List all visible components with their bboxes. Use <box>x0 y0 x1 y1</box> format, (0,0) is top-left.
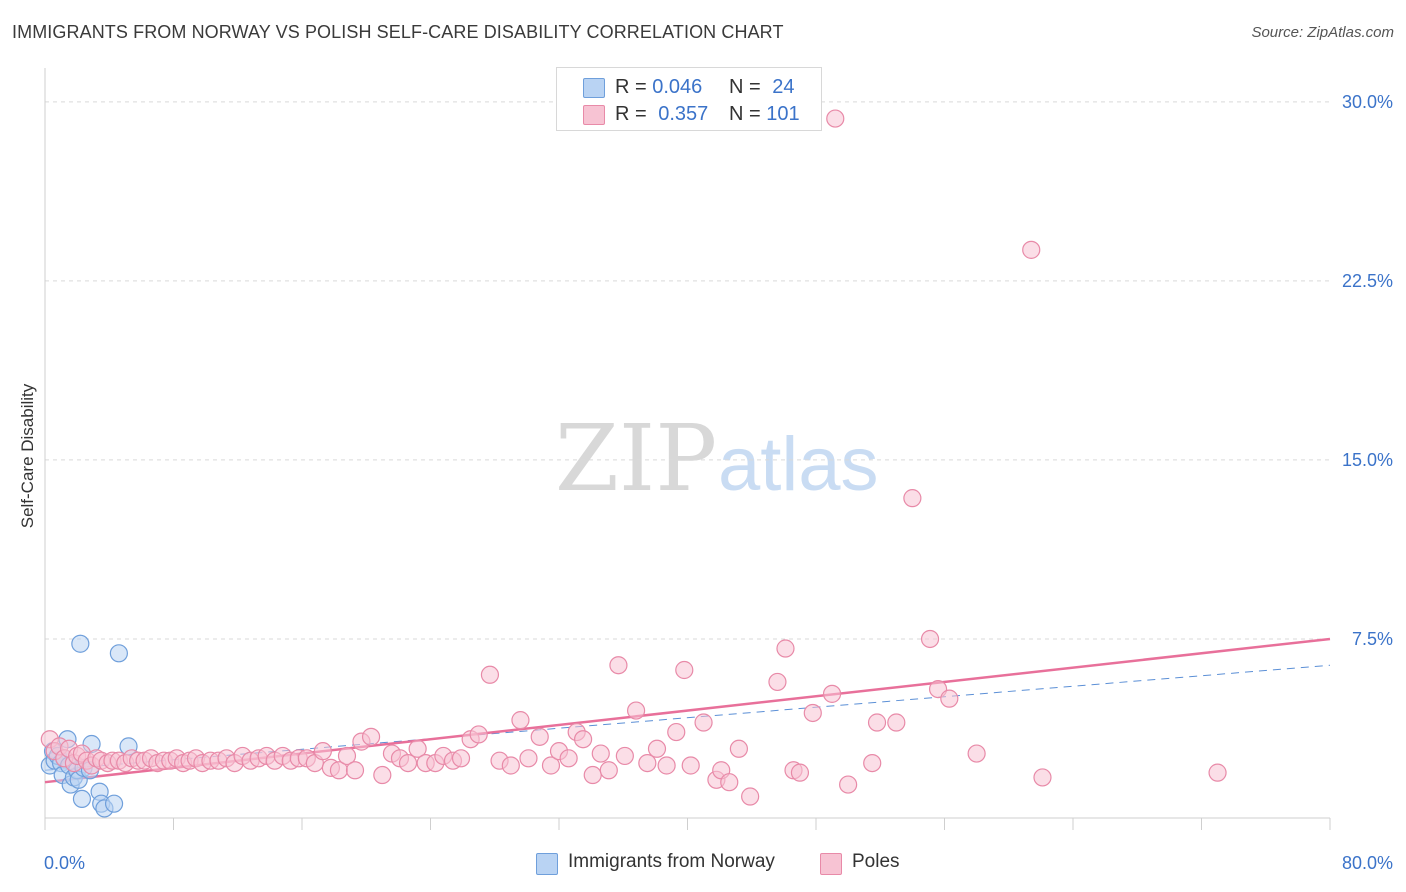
point-poles <box>681 756 700 775</box>
watermark: ZIP atlas <box>555 405 879 512</box>
point-poles <box>887 713 906 732</box>
y-tick-label: 30.0% <box>1342 92 1393 112</box>
y-tick-label: 7.5% <box>1352 629 1393 649</box>
point-norway <box>104 794 124 813</box>
point-poles <box>469 725 488 744</box>
data-points <box>40 109 1227 818</box>
point-poles <box>591 744 610 763</box>
legend-swatch-norway <box>583 78 605 98</box>
point-poles <box>609 656 628 675</box>
point-poles <box>337 746 357 766</box>
point-poles <box>615 746 634 766</box>
watermark-atlas: atlas <box>718 422 879 507</box>
point-poles <box>599 761 618 780</box>
point-poles <box>729 739 749 758</box>
y-axis-label: Self-Care Disability <box>18 383 37 529</box>
bottom-legend-swatch-poles <box>820 853 842 875</box>
bottom-legend-label-norway: Immigrants from Norway <box>568 851 775 872</box>
point-poles <box>694 713 713 732</box>
legend-r-label: R = <box>615 76 653 98</box>
point-poles <box>408 739 427 758</box>
point-poles <box>839 775 858 794</box>
y-tick-label: 15.0% <box>1342 450 1393 470</box>
point-poles <box>1022 240 1041 259</box>
point-poles <box>541 756 561 775</box>
point-poles <box>803 703 822 723</box>
point-poles <box>511 711 530 730</box>
x-tick-label-max: 80.0% <box>1342 853 1393 873</box>
point-norway <box>109 644 128 663</box>
point-poles <box>583 765 602 785</box>
point-poles <box>1033 768 1052 787</box>
bottom-legend-label-poles: Poles <box>852 851 900 872</box>
legend-n-value: 24 <box>772 76 795 98</box>
point-poles <box>501 756 520 775</box>
point-poles <box>863 753 882 773</box>
point-poles <box>741 787 760 806</box>
point-poles <box>667 722 686 742</box>
point-poles <box>903 489 922 508</box>
legend-n-label: N = <box>729 103 767 125</box>
tick-labels: 7.5% 15.0% 22.5% 30.0% 0.0% 80.0% <box>44 92 1393 873</box>
point-poles <box>647 739 667 758</box>
axes <box>44 68 1331 830</box>
point-poles <box>398 753 418 773</box>
bottom-legend-swatch-norway <box>536 853 558 875</box>
point-poles <box>826 109 845 128</box>
source-note: Source: ZipAtlas.com <box>1251 24 1394 41</box>
point-poles <box>626 701 646 720</box>
point-poles <box>920 629 940 649</box>
point-poles <box>361 727 381 746</box>
y-tick-label: 22.5% <box>1342 271 1393 291</box>
point-poles <box>345 761 365 780</box>
point-poles <box>940 689 959 708</box>
legend-r-value: 0.046 <box>652 76 703 98</box>
point-poles <box>776 639 795 658</box>
point-poles <box>790 763 810 782</box>
point-poles <box>638 753 657 773</box>
point-poles <box>967 744 986 763</box>
legend-r-label: R = <box>615 103 653 125</box>
x-tick-label-min: 0.0% <box>44 853 85 873</box>
point-poles <box>373 765 392 785</box>
point-poles <box>530 727 549 746</box>
point-poles <box>720 773 739 792</box>
point-poles <box>675 660 694 680</box>
legend-r-value: 0.357 <box>658 103 709 125</box>
point-norway <box>71 634 90 653</box>
legend-row-norway: R = 0.046 N = 24 <box>557 76 821 104</box>
point-poles <box>480 665 500 684</box>
point-poles <box>867 713 887 732</box>
point-poles <box>657 756 676 775</box>
point-poles <box>313 742 332 761</box>
legend-swatch-poles <box>583 105 605 125</box>
stats-legend: R = 0.046 N = 24 R = 0.357 N = 101 <box>556 67 822 131</box>
point-poles <box>559 749 578 768</box>
point-poles <box>519 749 538 768</box>
legend-n-value: 101 <box>766 103 800 125</box>
watermark-zip: ZIP <box>555 405 717 512</box>
legend-n-label: N = <box>729 76 767 98</box>
chart-title: IMMIGRANTS FROM NORWAY VS POLISH SELF-CA… <box>12 22 784 42</box>
legend-row-poles: R = 0.357 N = 101 <box>557 103 821 131</box>
point-poles <box>768 672 787 692</box>
point-poles <box>573 730 593 749</box>
point-poles <box>451 749 471 768</box>
gridlines <box>45 101 1330 640</box>
point-poles <box>822 684 842 703</box>
point-poles <box>1208 763 1227 782</box>
point-norway <box>72 789 92 809</box>
